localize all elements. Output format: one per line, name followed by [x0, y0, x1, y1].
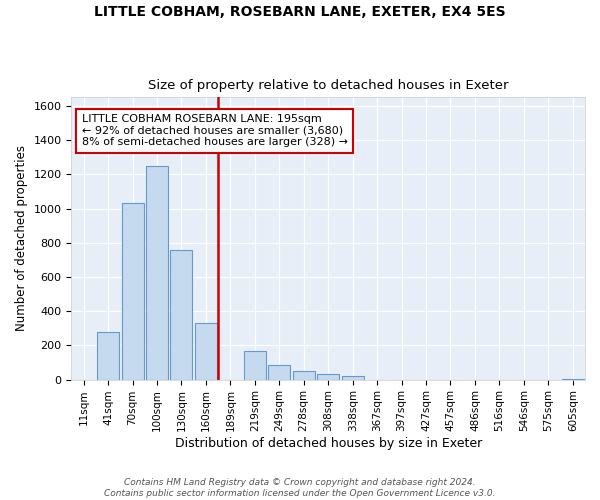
- Bar: [170, 250, 193, 380]
- Y-axis label: Number of detached properties: Number of detached properties: [15, 146, 28, 332]
- Text: LITTLE COBHAM ROSEBARN LANE: 195sqm
← 92% of detached houses are smaller (3,680): LITTLE COBHAM ROSEBARN LANE: 195sqm ← 92…: [82, 114, 347, 148]
- X-axis label: Distribution of detached houses by size in Exeter: Distribution of detached houses by size …: [175, 437, 482, 450]
- Bar: [97, 332, 119, 380]
- Bar: [146, 166, 168, 380]
- Bar: [195, 323, 217, 380]
- Bar: [317, 374, 339, 380]
- Bar: [562, 378, 584, 380]
- Bar: [293, 371, 315, 380]
- Text: LITTLE COBHAM, ROSEBARN LANE, EXETER, EX4 5ES: LITTLE COBHAM, ROSEBARN LANE, EXETER, EX…: [94, 5, 506, 19]
- Bar: [268, 365, 290, 380]
- Text: Contains HM Land Registry data © Crown copyright and database right 2024.
Contai: Contains HM Land Registry data © Crown c…: [104, 478, 496, 498]
- Bar: [122, 204, 143, 380]
- Bar: [244, 350, 266, 380]
- Bar: [341, 376, 364, 380]
- Title: Size of property relative to detached houses in Exeter: Size of property relative to detached ho…: [148, 79, 508, 92]
